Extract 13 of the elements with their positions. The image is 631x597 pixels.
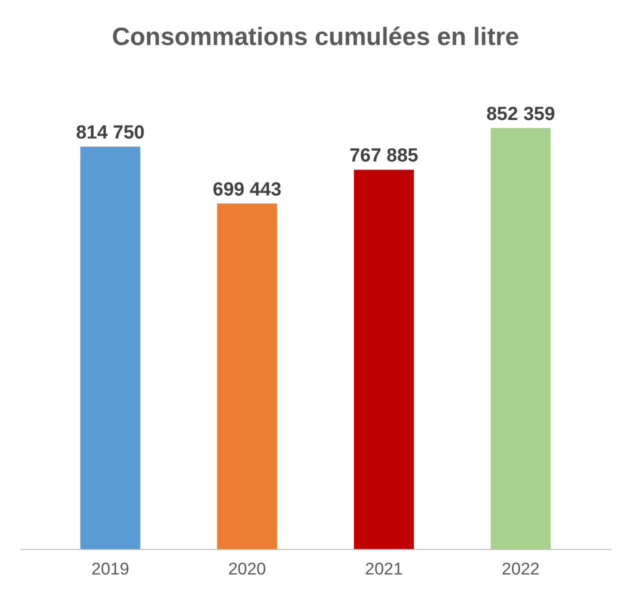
bar <box>80 146 140 549</box>
data-label: 767 885 <box>350 146 419 167</box>
x-tick-label: 2022 <box>502 560 540 578</box>
bar <box>354 170 414 549</box>
chart-title: Consommations cumulées en litre <box>112 23 520 51</box>
x-tick-label: 2019 <box>91 560 130 578</box>
bar <box>217 204 278 549</box>
data-label: 699 443 <box>212 180 282 201</box>
data-label: 852 359 <box>486 104 556 125</box>
x-tick-label: 2020 <box>228 560 266 578</box>
x-tick-label: 2021 <box>364 560 403 578</box>
bar <box>490 128 551 549</box>
data-label: 814 750 <box>76 122 145 144</box>
